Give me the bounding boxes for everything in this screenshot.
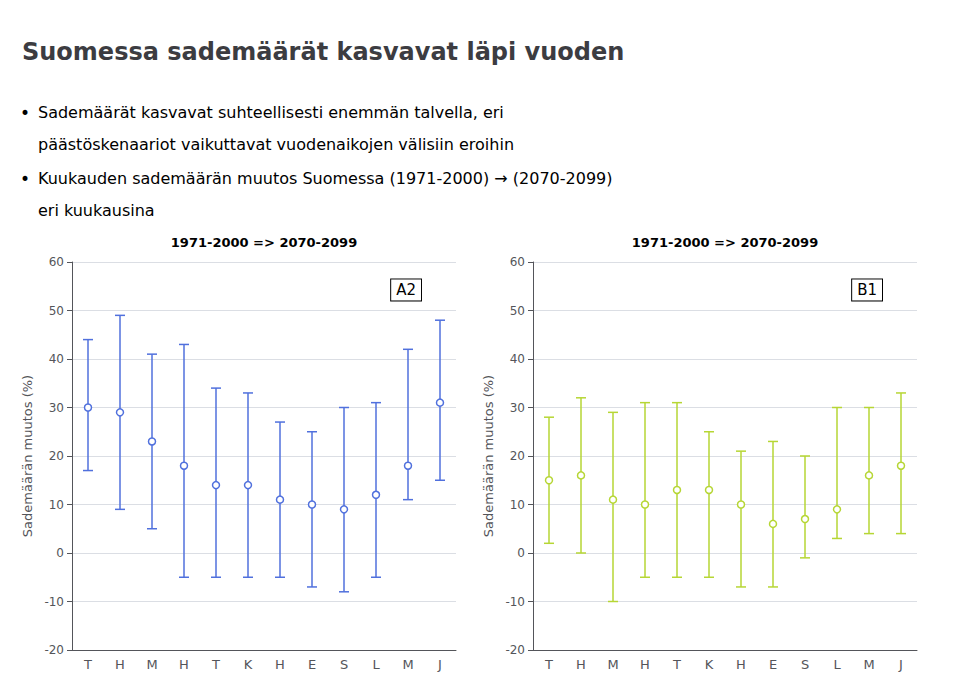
svg-text:1971-2000 => 2070-2099: 1971-2000 => 2070-2099 <box>632 235 818 250</box>
svg-text:60: 60 <box>49 255 64 269</box>
svg-text:J: J <box>437 657 442 672</box>
svg-text:M: M <box>146 657 157 672</box>
svg-text:T: T <box>83 657 92 672</box>
svg-text:päästöskenaariot vaikuttavat v: päästöskenaariot vaikuttavat vuodenaikoj… <box>38 135 514 154</box>
svg-text:1971-2000 => 2070-2099: 1971-2000 => 2070-2099 <box>171 235 357 250</box>
svg-text:H: H <box>736 657 746 672</box>
svg-text:J: J <box>898 657 903 672</box>
svg-text:K: K <box>705 657 714 672</box>
svg-text:20: 20 <box>510 449 525 463</box>
svg-text:A2: A2 <box>396 281 416 299</box>
svg-text:30: 30 <box>49 401 64 415</box>
svg-text:Sademäärän muutos (%): Sademäärän muutos (%) <box>481 375 496 537</box>
svg-text:E: E <box>769 657 777 672</box>
svg-text:40: 40 <box>510 352 525 366</box>
svg-text:H: H <box>179 657 189 672</box>
svg-text:S: S <box>801 657 809 672</box>
svg-text:S: S <box>340 657 348 672</box>
svg-text:Kuukauden sademäärän muutos Su: Kuukauden sademäärän muutos Suomessa (19… <box>38 169 612 188</box>
svg-text:T: T <box>544 657 553 672</box>
svg-text:H: H <box>640 657 650 672</box>
svg-text:M: M <box>607 657 618 672</box>
svg-text:0: 0 <box>56 546 64 560</box>
svg-text:H: H <box>115 657 125 672</box>
svg-text:0: 0 <box>517 546 525 560</box>
svg-text:•: • <box>20 169 30 189</box>
svg-text:30: 30 <box>510 401 525 415</box>
svg-text:L: L <box>833 657 841 672</box>
svg-text:L: L <box>372 657 380 672</box>
svg-text:40: 40 <box>49 352 64 366</box>
svg-text:50: 50 <box>49 304 64 318</box>
svg-text:-20: -20 <box>44 643 64 657</box>
svg-text:60: 60 <box>510 255 525 269</box>
svg-text:eri kuukausina: eri kuukausina <box>38 201 155 220</box>
svg-text:Sademäärän muutos (%): Sademäärän muutos (%) <box>20 375 35 537</box>
svg-text:T: T <box>672 657 681 672</box>
svg-text:T: T <box>211 657 220 672</box>
svg-text:E: E <box>308 657 316 672</box>
svg-text:M: M <box>402 657 413 672</box>
svg-text:•: • <box>20 103 30 123</box>
svg-text:M: M <box>863 657 874 672</box>
svg-text:-20: -20 <box>505 643 525 657</box>
svg-text:Sademäärät kasvavat suhteellis: Sademäärät kasvavat suhteellisesti enemm… <box>38 103 504 122</box>
svg-text:Suomessa sademäärät kasvavat l: Suomessa sademäärät kasvavat läpi vuoden <box>22 38 624 66</box>
svg-text:K: K <box>244 657 253 672</box>
svg-text:-10: -10 <box>44 595 64 609</box>
svg-text:B1: B1 <box>857 281 877 299</box>
svg-text:20: 20 <box>49 449 64 463</box>
svg-text:H: H <box>576 657 586 672</box>
svg-text:-10: -10 <box>505 595 525 609</box>
svg-text:10: 10 <box>510 498 525 512</box>
svg-text:H: H <box>275 657 285 672</box>
svg-text:10: 10 <box>49 498 64 512</box>
svg-text:50: 50 <box>510 304 525 318</box>
